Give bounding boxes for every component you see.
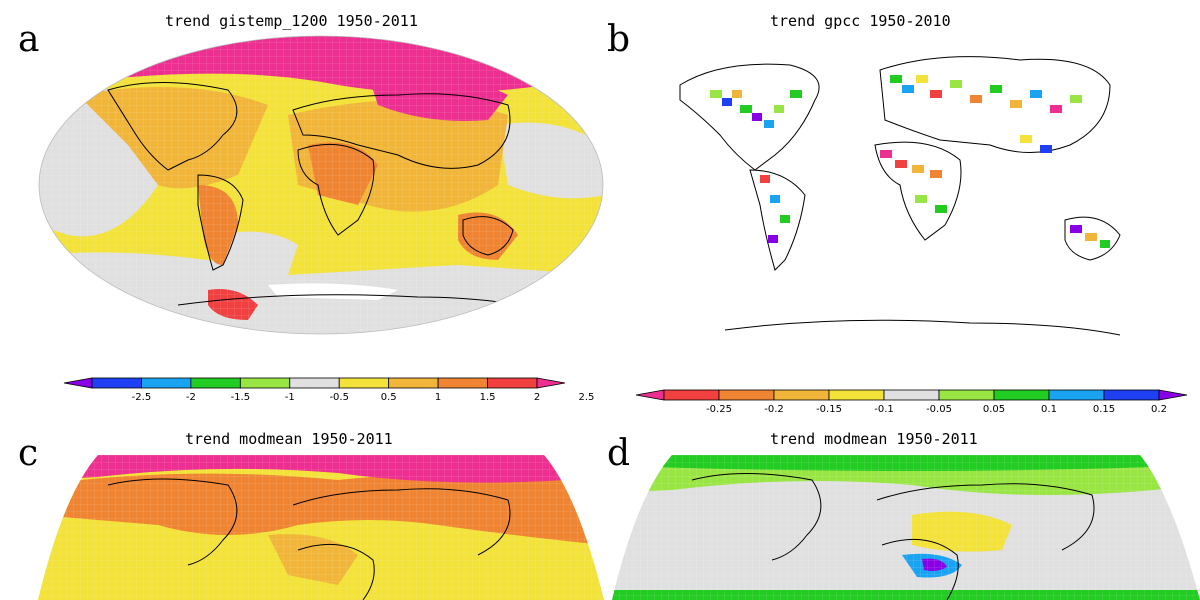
colorbar-b-tick-label: -0.1 <box>874 404 894 415</box>
colorbar-a-cell-4 <box>239 377 291 389</box>
colorbar-b-cell-7 <box>993 389 1050 401</box>
map-d <box>612 455 1200 600</box>
map-c-coastlines <box>107 478 511 600</box>
colorbar-a-cell-1 <box>91 377 142 389</box>
colorbar-b-cell-9 <box>1103 389 1160 401</box>
colorbar-a-tick-label: 0.5 <box>381 392 397 403</box>
colorbar-a-cell-2 <box>141 377 192 389</box>
map-b-precip-cells <box>710 75 1110 248</box>
colorbar-b-cell-5 <box>883 389 940 401</box>
panel-c-title: trend modmean 1950-2011 <box>185 430 393 448</box>
colorbar-a-cell-6 <box>338 377 390 389</box>
colorbar-b: -0.25-0.2-0.15-0.1-0.050.050.10.150.20.2… <box>635 389 1188 415</box>
colorbar-a-tick-label: 2.5 <box>578 392 594 403</box>
colorbar-a-cell-3 <box>190 377 241 389</box>
colorbar-a-cell-8 <box>437 377 488 389</box>
colorbar-b-tick-label: -0.05 <box>926 404 952 415</box>
panel-d-title: trend modmean 1950-2011 <box>770 430 978 448</box>
colorbar-a-cell-10 <box>536 377 566 389</box>
panel-b-letter: b <box>607 19 631 60</box>
colorbar-a-tick-label: -0.5 <box>329 392 349 403</box>
colorbar-b-tick-label: -0.15 <box>816 404 842 415</box>
colorbar-a-tick-label: 1.5 <box>480 392 496 403</box>
colorbar-b-cell-4 <box>828 389 885 401</box>
panel-a-title: trend gistemp_1200 1950-2011 <box>165 12 418 30</box>
panel-b-title: trend gpcc 1950-2010 <box>770 12 951 30</box>
panel-a-letter: a <box>18 19 40 60</box>
colorbar-a-tick-label: 2 <box>534 392 540 403</box>
colorbar-a-tick-label: -1.5 <box>231 392 251 403</box>
colorbar-b-cell-6 <box>938 389 995 401</box>
colorbar-a-tick-label: -1 <box>285 392 295 403</box>
map-a <box>38 35 604 335</box>
colorbar-a-cell-5 <box>289 377 340 389</box>
colorbar-b-tick-label: -0.2 <box>764 404 784 415</box>
panel-d-letter: d <box>607 433 631 474</box>
colorbar-a-cell-0 <box>63 377 93 389</box>
colorbar-b-cell-2 <box>718 389 775 401</box>
colorbar-a-tick-label: 1 <box>435 392 441 403</box>
map-d-coastlines <box>691 473 1095 600</box>
colorbar-b-tick-label: 0.05 <box>983 404 1005 415</box>
colorbar-b-tick-label: 0.1 <box>1041 404 1057 415</box>
colorbar-b-tick-label: -0.25 <box>706 404 732 415</box>
colorbar-b-cell-3 <box>773 389 830 401</box>
colorbar-b-cell-1 <box>663 389 720 401</box>
map-c <box>38 455 604 600</box>
map-b <box>679 56 1121 336</box>
colorbar-b-cell-10 <box>1158 389 1188 401</box>
colorbar-a-cell-9 <box>487 377 538 389</box>
colorbar-a-cell-7 <box>388 377 439 389</box>
colorbar-a-tick-label: -2.5 <box>132 392 152 403</box>
panel-c-letter: c <box>18 433 39 474</box>
colorbar-b-cell-0 <box>635 389 665 401</box>
colorbar-b-tick-label: 0.2 <box>1151 404 1167 415</box>
map-b-coastlines <box>679 56 1121 336</box>
colorbar-b-tick-label: 0.15 <box>1093 404 1115 415</box>
colorbar-b-cell-8 <box>1048 389 1105 401</box>
colorbar-a-tick-label: -2 <box>186 392 196 403</box>
colorbar-a: -2.5 -2 -1.5 -1 -0.5 0.5 1 1.5 2 2.5 <box>63 377 594 403</box>
